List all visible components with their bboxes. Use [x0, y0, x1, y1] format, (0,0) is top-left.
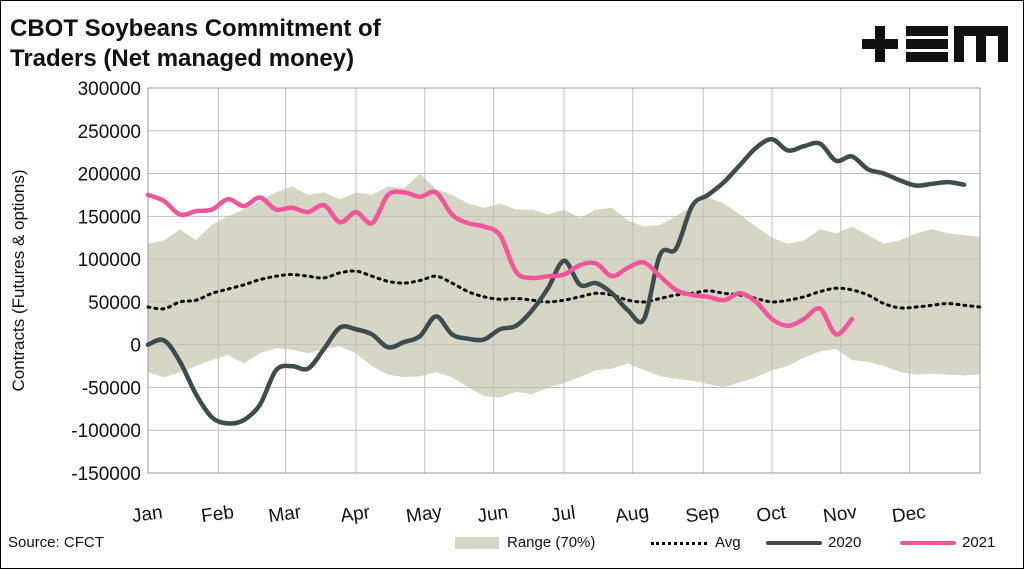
y-tick-label: 200000 — [78, 165, 141, 186]
legend-label-2020: 2020 — [828, 534, 862, 551]
y-axis-label: Contracts (Futures & options) — [9, 169, 28, 391]
legend-label-avg: Avg — [715, 534, 741, 551]
plot-border — [147, 87, 981, 474]
x-tick-label: Nov — [822, 502, 859, 528]
series-line-2021 — [145, 189, 855, 337]
y-tick-label: 100000 — [78, 250, 141, 271]
x-tick-label: Oct — [755, 502, 788, 527]
chart-title: CBOT Soybeans Commitment of Traders (Net… — [10, 14, 381, 74]
y-tick-label: -150000 — [71, 464, 141, 485]
legend-swatch-2020 — [766, 541, 822, 546]
legend-swatch-2021 — [900, 541, 956, 546]
source-note: Source: CFCT — [8, 534, 104, 551]
series-line-2020 — [145, 137, 967, 426]
y-tick-label: 250000 — [78, 122, 141, 143]
y-tick-label: 0 — [130, 336, 141, 357]
x-tick-label: Mar — [267, 502, 303, 527]
x-tick-label: Aug — [614, 502, 650, 528]
x-tick-label: May — [405, 502, 444, 528]
brand-logo — [862, 24, 1008, 69]
x-tick-label: Sep — [684, 502, 720, 528]
legend-item-2020: 2020 — [766, 534, 886, 551]
y-tick-label: 300000 — [78, 79, 141, 100]
chart-title-line-1: CBOT Soybeans Commitment of — [10, 15, 381, 42]
y-tick-label: -100000 — [71, 421, 141, 442]
x-tick-label: Feb — [200, 502, 235, 527]
legend-item-2021: 2021 — [900, 534, 1018, 551]
y-tick-label: -50000 — [82, 378, 141, 399]
x-tick-label: Jan — [131, 502, 164, 527]
chart-title-line-2: Traders (Net managed money) — [10, 45, 355, 72]
legend-swatch-range — [455, 537, 499, 550]
x-tick-label: Dec — [891, 502, 927, 527]
y-tick-label: 50000 — [88, 293, 141, 314]
legend-swatch-avg — [651, 541, 707, 545]
x-tick-label: Jun — [476, 502, 509, 527]
y-tick-label: 150000 — [78, 207, 141, 228]
x-tick-label: Jul — [550, 502, 577, 526]
legend-item-avg: Avg — [651, 534, 761, 551]
x-tick-label: Apr — [339, 502, 372, 527]
series-line-avg — [146, 269, 982, 311]
legend-label-2021: 2021 — [962, 534, 996, 551]
legend-label-range: Range (70%) — [507, 534, 596, 551]
legend-item-range: Range (70%) — [455, 534, 630, 551]
